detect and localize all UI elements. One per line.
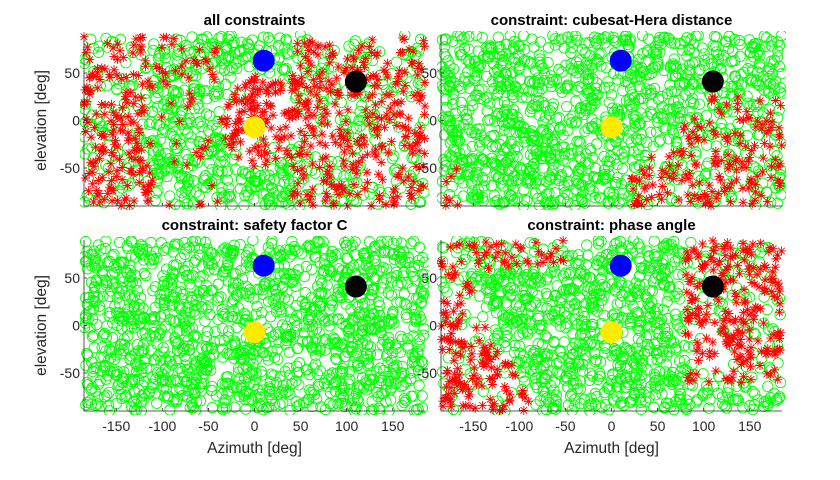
x-tick-label: -50 [198,418,218,434]
y-tick-label: 50 [64,270,80,286]
yellow-body-marker [243,116,266,139]
y-axis-label: elevation [deg] [33,70,50,171]
blue-body-marker [252,254,275,277]
axes-lines [83,35,425,207]
x-axis-label: Azimuth [deg] [564,440,659,457]
x-tick-label: 50 [293,418,309,434]
subplot-all-constraints: -50 0 50 all constraints elevation [deg] [33,12,429,210]
black-body-marker [701,275,724,298]
infeasible-series [80,32,429,210]
x-axis-label: Azimuth [deg] [207,440,302,457]
axes-lines [440,35,782,207]
subplot-safety-factor-c: -150 -100 -50 0 50 100 150 -50 0 50 constraint: sa… [33,217,429,457]
y-tick-label: 50 [421,65,437,81]
axes-lines [440,240,782,412]
x-tick-label: 150 [738,418,762,434]
axes-lines [83,240,425,412]
y-tick-label: -50 [417,365,437,381]
subplot-cubesat-hera-distance: -50 0 50 constraint: cubesat-Hera distance [417,12,786,210]
feasible-series [80,236,429,415]
y-tick-label: 0 [429,113,437,129]
black-body-marker [701,70,724,93]
x-tick-label: -150 [102,418,130,434]
subplot-title: all constraints [204,12,306,29]
yellow-body-marker [600,321,623,344]
y-tick-label: 0 [72,113,80,129]
y-tick-label: -50 [60,365,80,381]
x-tick-label: 100 [335,418,359,434]
blue-body-marker [609,254,632,277]
scatter-points [80,31,429,210]
x-tick-label: -100 [505,418,533,434]
subplot-title: constraint: cubesat-Hera distance [491,12,733,29]
infeasible-series [441,92,786,210]
y-tick-label: -50 [417,160,437,176]
subplot-title: constraint: safety factor C [162,217,348,234]
yellow-body-marker [600,116,623,139]
infeasible-stars [437,236,786,415]
y-tick-label: 0 [72,318,80,334]
x-tick-label: 0 [251,418,259,434]
y-tick-label: 0 [429,318,437,334]
black-body-marker [344,275,367,298]
infeasible-stars [441,92,786,210]
black-body-marker [344,70,367,93]
blue-body-marker [609,49,632,72]
x-tick-label: -100 [148,418,176,434]
x-tick-label: -50 [555,418,575,434]
y-tick-label: -50 [60,160,80,176]
y-tick-label: 50 [421,270,437,286]
x-tick-label: 100 [692,418,716,434]
infeasible-series [437,236,786,415]
y-axis-label: elevation [deg] [33,275,50,376]
blue-body-marker [252,49,275,72]
subplot-title: constraint: phase angle [527,217,695,234]
scatter-points [437,31,786,210]
subplot-phase-angle: -150 -100 -50 0 50 100 150 -50 0 50 constraint: ph… [417,217,786,457]
x-tick-label: 150 [381,418,405,434]
infeasible-stars [80,32,429,210]
yellow-body-marker [243,321,266,344]
x-tick-label: 50 [650,418,666,434]
y-tick-label: 50 [64,65,80,81]
scatter-points [80,236,429,415]
feasible-circles [80,236,429,415]
x-tick-label: 0 [608,418,616,434]
x-tick-label: -150 [459,418,487,434]
